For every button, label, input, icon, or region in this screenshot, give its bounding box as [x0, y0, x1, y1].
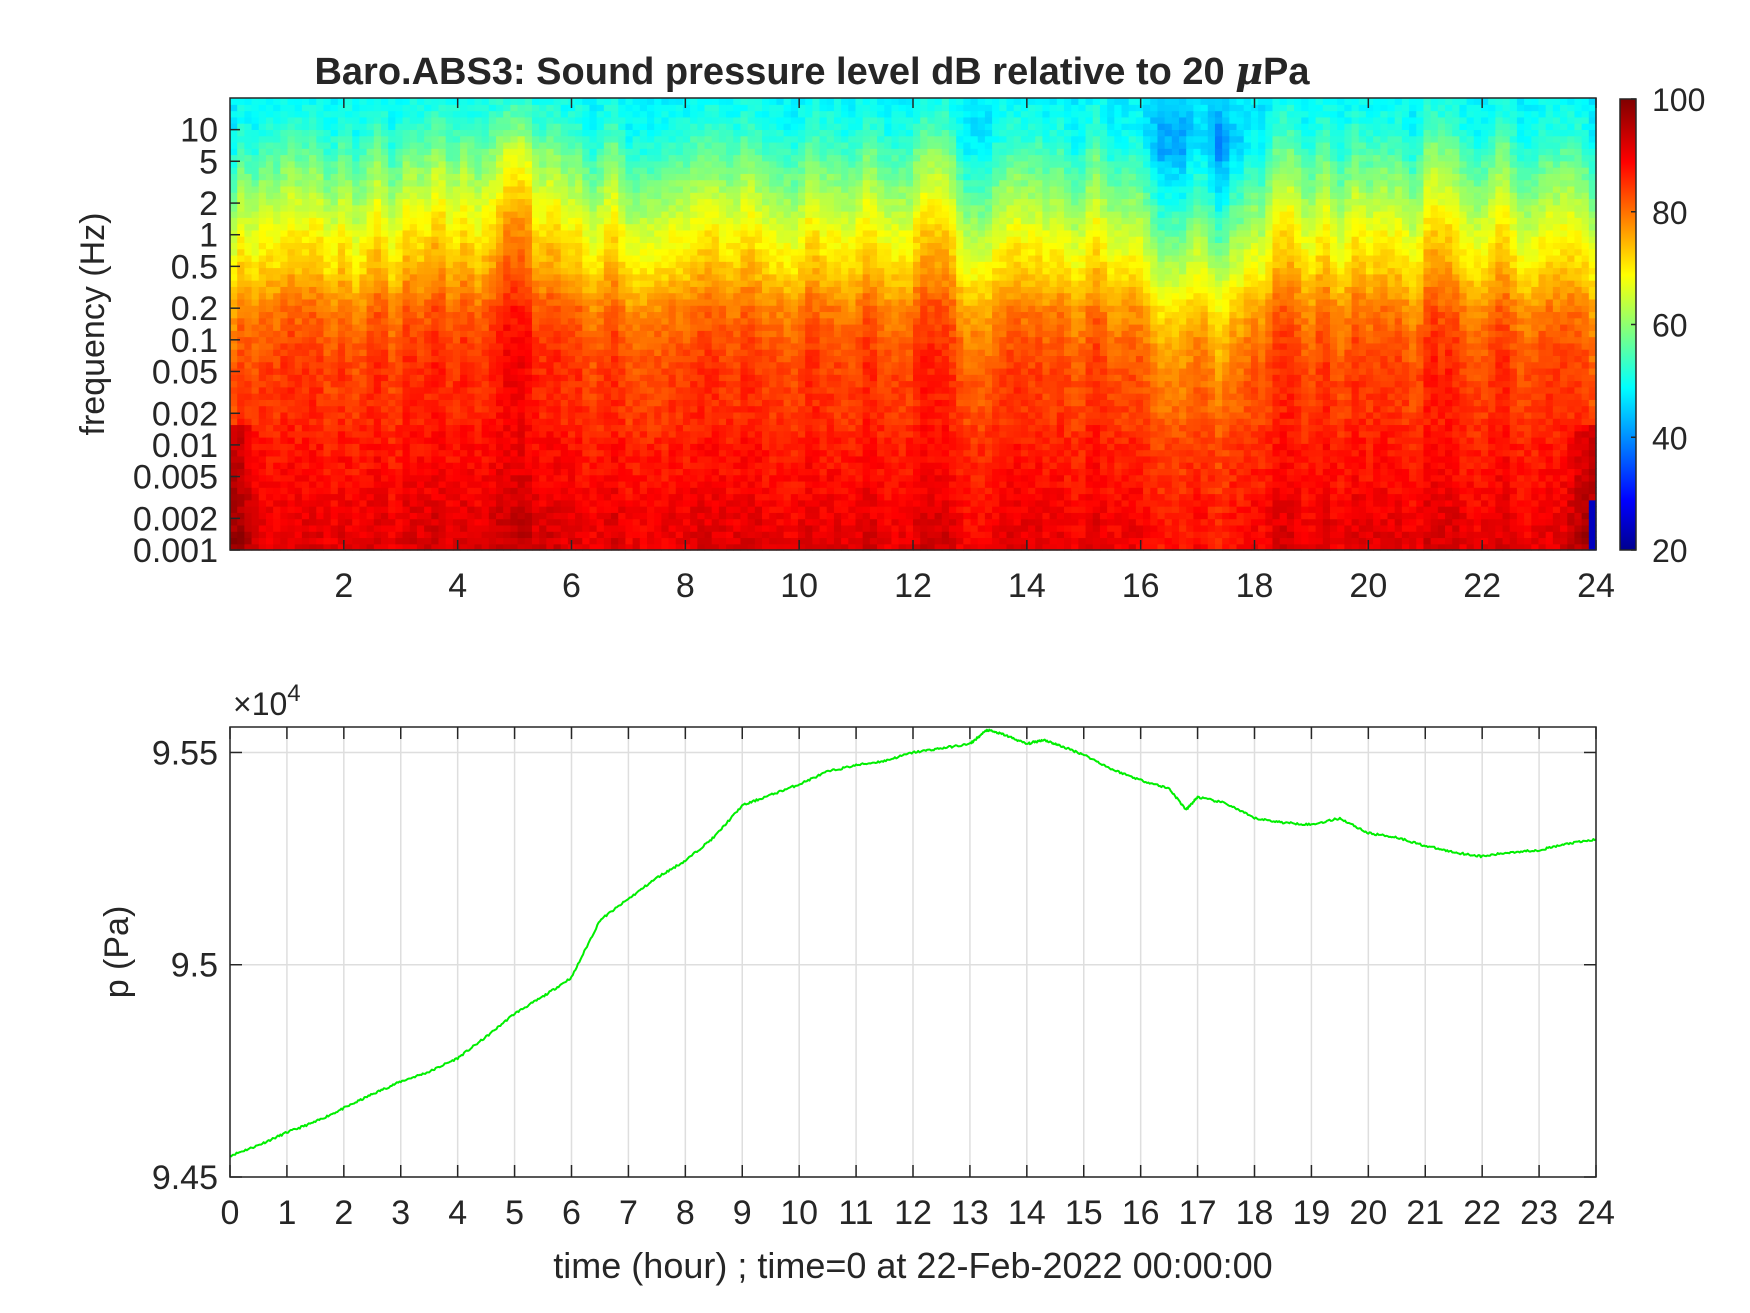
- spectrogram-x-tick-label: 8: [676, 567, 695, 605]
- pressure-x-tick-label: 22: [1463, 1194, 1501, 1232]
- spectrogram-x-tick-label: 24: [1577, 567, 1615, 605]
- spectrogram-y-tick-label: 5: [199, 143, 218, 181]
- pressure-x-tick-label: 19: [1293, 1194, 1331, 1232]
- pressure-x-tick-label: 18: [1236, 1194, 1274, 1232]
- spectrogram-y-tick-label: 0.005: [133, 459, 218, 497]
- spectrogram-x-tick-label: 18: [1236, 567, 1274, 605]
- pressure-y-label: p (Pa): [98, 906, 136, 999]
- spectrogram-y-label: frequency (Hz): [74, 213, 112, 436]
- pressure-x-tick-label: 23: [1520, 1194, 1558, 1232]
- pressure-x-tick-label: 24: [1577, 1194, 1615, 1232]
- pressure-x-tick-label: 13: [951, 1194, 989, 1232]
- spectrogram-x-tick-label: 6: [562, 567, 581, 605]
- spectrogram-y-tick-label: 0.1: [171, 322, 218, 360]
- colorbar-tick-label: 100: [1652, 82, 1705, 118]
- spectrogram-y-tick-label: 0.2: [171, 290, 218, 328]
- spectrogram-y-tick-label: 0.02: [152, 395, 218, 433]
- pressure-y-tick-label: 9.5: [171, 947, 218, 985]
- spectrogram-x-tick-label: 12: [894, 567, 932, 605]
- pressure-x-tick-label: 3: [391, 1194, 410, 1232]
- pressure-x-tick-label: 4: [448, 1194, 467, 1232]
- pressure-x-tick-label: 1: [277, 1194, 296, 1232]
- pressure-x-tick-label: 17: [1179, 1194, 1217, 1232]
- spectrogram-y-tick-label: 1: [199, 217, 218, 255]
- colorbar-tick-label: 20: [1652, 533, 1688, 569]
- y-axis-multiplier: ×104: [233, 680, 301, 722]
- pressure-x-label: time (hour) ; time=0 at 22-Feb-2022 00:0…: [553, 1245, 1272, 1286]
- pressure-x-ticks: 0 1 2 3 4 5 6 7 8 9 10 11 12 13 14 15 16 17 18 19 20 21 22 23 24: [221, 727, 1615, 1232]
- pressure-x-tick-label: 14: [1008, 1194, 1046, 1232]
- colorbar-tick-label: 60: [1652, 308, 1688, 344]
- pressure-x-tick-label: 20: [1349, 1194, 1387, 1232]
- pressure-x-tick-label: 6: [562, 1194, 581, 1232]
- spectrogram-x-tick-label: 2: [334, 567, 353, 605]
- spectrogram-x-tick-label: 14: [1008, 567, 1046, 605]
- pressure-x-tick-label: 5: [505, 1194, 524, 1232]
- pressure-x-tick-label: 7: [619, 1194, 638, 1232]
- colorbar-ticks: 20 40 60 80 100: [1631, 82, 1705, 569]
- spectrogram-y-tick-label: 0.05: [152, 353, 218, 391]
- pressure-y-tick-label: 9.55: [152, 734, 218, 772]
- spectrogram-x-tick-label: 10: [780, 567, 818, 605]
- spectrogram-y-tick-label: 2: [199, 185, 218, 223]
- pressure-y-tick-label: 9.45: [152, 1159, 218, 1197]
- spectrogram-y-tick-label: 0.002: [133, 500, 218, 538]
- pressure-x-tick-label: 9: [733, 1194, 752, 1232]
- spectrogram-y-tick-label: 0.01: [152, 427, 218, 465]
- pressure-x-tick-label: 2: [334, 1194, 353, 1232]
- spectrogram-x-tick-label: 4: [448, 567, 467, 605]
- spectrogram-x-ticks: 2 4 6 8 10 12 14 16 18 20 22 24: [334, 98, 1615, 605]
- spectrogram-title: Baro.ABS3: Sound pressure level dB relat…: [314, 48, 1310, 93]
- pressure-x-tick-label: 8: [676, 1194, 695, 1232]
- pressure-x-tick-label: 15: [1065, 1194, 1103, 1232]
- colorbar-tick-label: 40: [1652, 420, 1688, 456]
- pressure-x-tick-label: 12: [894, 1194, 932, 1232]
- pressure-x-tick-label: 10: [780, 1194, 818, 1232]
- pressure-series-line: [229, 728, 1597, 1158]
- spectrogram-y-tick-label: 10: [180, 112, 218, 150]
- pressure-x-tick-label: 16: [1122, 1194, 1160, 1232]
- spectrogram-x-tick-label: 22: [1463, 567, 1501, 605]
- spectrogram-y-tick-label: 0.001: [133, 532, 218, 570]
- spectrogram-x-tick-label: 16: [1122, 567, 1160, 605]
- pressure-x-tick-label: 21: [1406, 1194, 1444, 1232]
- pressure-x-tick-label: 11: [838, 1194, 873, 1232]
- spectrogram-y-tick-label: 0.5: [171, 248, 218, 286]
- pressure-x-tick-label: 0: [221, 1194, 240, 1232]
- spectrogram-x-tick-label: 20: [1349, 567, 1387, 605]
- pressure-y-ticks: 9.45 9.5 9.55: [152, 734, 1596, 1197]
- colorbar-tick-label: 80: [1652, 195, 1688, 231]
- spectrogram-image: [230, 98, 1597, 551]
